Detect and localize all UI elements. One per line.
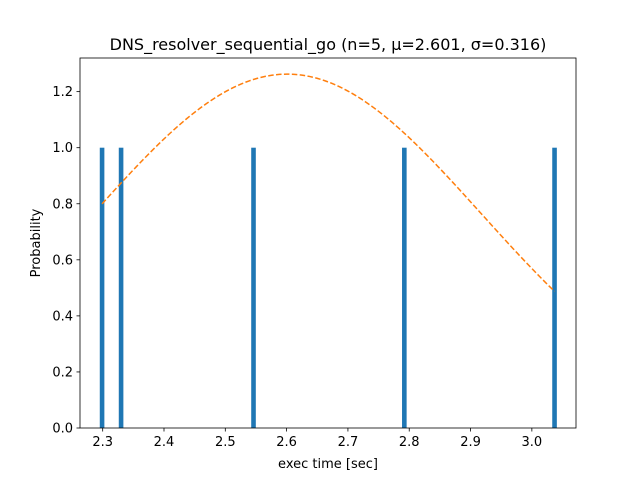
x-tick-label: 2.3 — [92, 435, 113, 450]
histogram-bar — [99, 147, 105, 428]
x-tick-label: 2.5 — [215, 435, 236, 450]
plot-frame — [79, 57, 577, 429]
histogram-bars — [99, 147, 557, 428]
histogram-bar — [402, 147, 407, 428]
x-tick-label: 2.7 — [338, 435, 359, 450]
x-tick-label: 2.8 — [399, 435, 420, 450]
y-tick-label: 0.4 — [52, 309, 73, 324]
y-tick-label: 0.6 — [52, 253, 73, 268]
chart-title: DNS_resolver_sequential_go (n=5, μ=2.601… — [110, 35, 547, 55]
y-axis-label: Probability — [29, 208, 44, 277]
y-tick-label: 0.8 — [52, 197, 73, 212]
y-axis: 0.0 0.2 0.4 0.6 0.8 1.0 1.2 — [52, 85, 80, 437]
normal-fit-curve — [101, 73, 556, 292]
y-tick-label: 1.0 — [52, 141, 73, 156]
x-axis: 2.3 2.4 2.5 2.6 2.7 2.8 2.9 3.0 — [92, 428, 542, 450]
x-tick-label: 2.9 — [460, 435, 481, 450]
histogram-bar — [552, 147, 557, 428]
histogram-bar — [118, 147, 124, 428]
y-tick-label: 0.2 — [52, 365, 73, 380]
x-axis-label: exec time [sec] — [278, 457, 378, 472]
histogram-bar — [251, 147, 256, 428]
y-tick-label: 0.0 — [52, 422, 73, 437]
plot-area — [80, 58, 576, 428]
x-tick-label: 2.4 — [154, 435, 175, 450]
y-tick-label: 1.2 — [52, 85, 73, 100]
x-tick-label: 3.0 — [522, 435, 543, 450]
x-tick-label: 2.6 — [276, 435, 297, 450]
